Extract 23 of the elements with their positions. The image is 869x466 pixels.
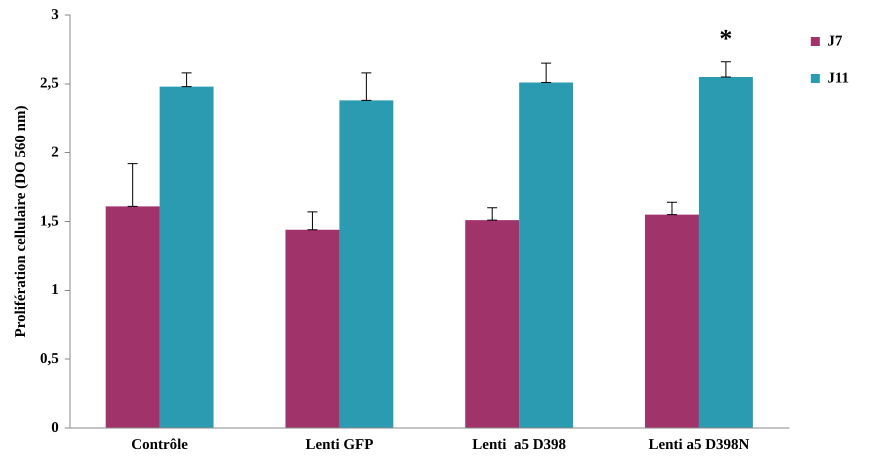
y-tick-label: 1,5 (40, 213, 59, 230)
bar (106, 206, 160, 428)
annotation: * (719, 24, 732, 53)
bar (285, 230, 340, 428)
x-tick-label: Lenti a5 D398N (648, 436, 750, 453)
y-tick-label: 0,5 (40, 351, 59, 368)
bar (465, 220, 520, 428)
x-tick-label: Contrôle (131, 436, 188, 453)
y-tick-label: 2 (51, 144, 59, 161)
y-tick-label: 1 (51, 282, 59, 298)
y-tick-label: 2,5 (40, 76, 59, 92)
legend-label: J11 (827, 70, 850, 86)
legend-label: J7 (827, 33, 843, 50)
y-tick-label: 0 (51, 420, 59, 436)
y-tick-label: 3 (51, 6, 59, 23)
bar (698, 76, 753, 428)
x-tick-label: Lenti GFP (305, 436, 374, 453)
bar (645, 214, 699, 428)
bar (339, 100, 394, 428)
bar (160, 86, 214, 428)
y-axis-title: Prolifération cellulaire (DO 560 nm) (12, 106, 29, 338)
x-tick-label: Lenti a5 D398 (472, 436, 566, 453)
bar (519, 82, 574, 428)
